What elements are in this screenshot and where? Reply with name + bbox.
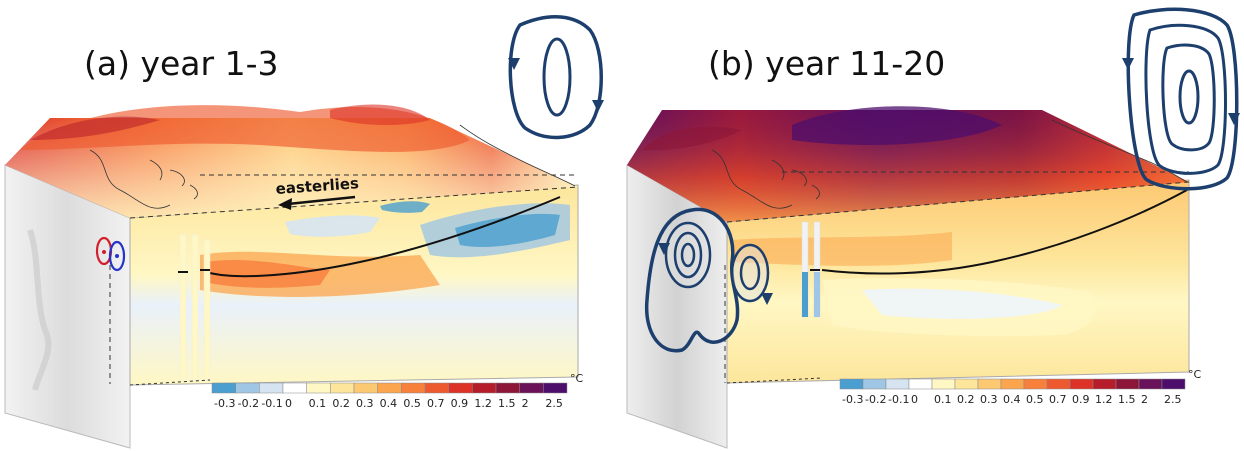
colorbar-swatch bbox=[1161, 378, 1186, 390]
circulation-loops-icon bbox=[1122, 7, 1240, 191]
profile-bar bbox=[179, 234, 187, 381]
colorbar-swatch bbox=[235, 382, 260, 394]
colorbar-tick-label: 0.9 bbox=[451, 397, 469, 410]
colorbar-tick-label: 1.5 bbox=[1118, 393, 1136, 406]
colorbar-tick-label: 1.2 bbox=[474, 397, 492, 410]
colorbar-swatch bbox=[330, 382, 355, 394]
panel-title: (b) year 11-20 bbox=[708, 44, 946, 83]
colorbar-swatch bbox=[211, 382, 236, 394]
colorbar-tick-label: -0.1 bbox=[888, 393, 909, 406]
colorbar-swatch bbox=[1115, 378, 1140, 390]
colorbar-unit: °C bbox=[1188, 368, 1202, 381]
colorbar-swatch bbox=[954, 378, 979, 390]
colorbar-swatch bbox=[472, 382, 497, 394]
colorbar-tick-label: 0.3 bbox=[980, 393, 998, 406]
panel-b-figure: -0.3 -0.2 -0.1 0 0.1 0.2 0.3 0.4 0.5 0.7 0.9 1.2 1.5… bbox=[626, 7, 1240, 449]
colorbar-tick-label: 0.5 bbox=[1026, 393, 1044, 406]
colorbar-tick-label: 0.5 bbox=[403, 397, 421, 410]
easterlies-arrow bbox=[287, 195, 356, 206]
colorbar-tick-label: 0.4 bbox=[1003, 393, 1021, 406]
warm-subsurface-anomaly bbox=[732, 232, 952, 266]
panel-a: easterlies -0.3 -0.2 -0.1 0 0.1 0.2 0.3 0.4 0.5 0… bbox=[4, 15, 604, 449]
colorbar-swatch bbox=[977, 378, 1002, 390]
colorbar-tick-label: 2 bbox=[1141, 393, 1148, 406]
colorbar-swatch bbox=[862, 378, 887, 390]
colorbar-tick-label: 0.7 bbox=[1049, 393, 1067, 406]
thermocline-line bbox=[821, 189, 1188, 275]
colorbar-swatch bbox=[1069, 378, 1094, 390]
coastline bbox=[711, 149, 793, 209]
panel-a-figure: easterlies -0.3 -0.2 -0.1 0 0.1 0.2 0.3 0.4 0.5 0… bbox=[4, 15, 604, 449]
equator-line bbox=[129, 186, 579, 219]
panel-b: -0.3 -0.2 -0.1 0 0.1 0.2 0.3 0.4 0.5 0.7 0.9 1.2 1.5… bbox=[622, 0, 1244, 451]
colorbar-tick-label: -0.3 bbox=[214, 397, 235, 410]
colorbar-swatch bbox=[424, 382, 449, 394]
panel-title: (a) year 1-3 bbox=[84, 44, 279, 83]
easterlies-label: easterlies bbox=[275, 174, 359, 198]
colorbar-swatch bbox=[1046, 378, 1071, 390]
colorbar-tick-label: 0.9 bbox=[1072, 393, 1090, 406]
colorbar-tick-label: 2.5 bbox=[1164, 393, 1182, 406]
colorbar-swatch bbox=[931, 378, 956, 390]
colorbar-swatch bbox=[885, 378, 910, 390]
colorbar-swatch bbox=[259, 382, 284, 394]
colorbar-tick-label: -0.3 bbox=[842, 393, 863, 406]
colorbar-tick-label: 0.2 bbox=[957, 393, 975, 406]
profile-bar bbox=[203, 239, 211, 381]
colorbar-tick-label: 0.4 bbox=[380, 397, 398, 410]
cool-anomaly bbox=[862, 288, 1062, 319]
colorbar-swatch bbox=[306, 382, 331, 394]
colorbar-tick-label: 0.2 bbox=[332, 397, 350, 410]
colorbar-tick-label: 2.5 bbox=[545, 397, 563, 410]
coastline bbox=[89, 149, 171, 209]
colorbar-tick-label: -0.2 bbox=[865, 393, 886, 406]
colorbar-tick-label: 0 bbox=[285, 397, 292, 410]
colorbar-swatch bbox=[495, 382, 520, 394]
colorbar-tick-label: 1.5 bbox=[498, 397, 516, 410]
colorbar-swatch bbox=[353, 382, 378, 394]
colorbar-swatch bbox=[1092, 378, 1117, 390]
colorbar: -0.3 -0.2 -0.1 0 0.1 0.2 0.3 0.4 0.5 0.7 0.9 1.2 1.5… bbox=[839, 368, 1202, 406]
blue-circulation-cell bbox=[108, 240, 126, 272]
profile-bar bbox=[191, 234, 199, 381]
colorbar-swatch bbox=[543, 382, 568, 394]
colorbar: -0.3 -0.2 -0.1 0 0.1 0.2 0.3 0.4 0.5 0.7 0.9 1.2 1.5… bbox=[211, 372, 584, 410]
colorbar-swatch bbox=[448, 382, 473, 394]
circulation-loop-icon bbox=[508, 15, 604, 140]
colorbar-swatch bbox=[1023, 378, 1048, 390]
colorbar-tick-label: -0.2 bbox=[238, 397, 259, 410]
colorbar-swatch bbox=[1138, 378, 1163, 390]
colorbar-tick-label: 2 bbox=[522, 397, 529, 410]
west-circulation-cells bbox=[644, 207, 773, 353]
colorbar-swatch bbox=[282, 382, 307, 394]
colorbar-tick-label: 0.3 bbox=[356, 397, 374, 410]
colorbar-swatch bbox=[908, 378, 933, 390]
colorbar-tick-label: 1.2 bbox=[1095, 393, 1113, 406]
colorbar-tick-label: 0.1 bbox=[934, 393, 952, 406]
colorbar-tick-label: -0.1 bbox=[261, 397, 282, 410]
colorbar-tick-label: 0.7 bbox=[427, 397, 445, 410]
colorbar-tick-label: 0 bbox=[911, 393, 918, 406]
colorbar-swatch bbox=[519, 382, 544, 394]
colorbar-unit: °C bbox=[570, 372, 584, 385]
colorbar-swatch bbox=[401, 382, 426, 394]
thermocline-line bbox=[209, 196, 561, 278]
colorbar-swatch bbox=[377, 382, 402, 394]
colorbar-swatch bbox=[839, 378, 864, 390]
colorbar-tick-label: 0.1 bbox=[309, 397, 327, 410]
colorbar-swatch bbox=[1000, 378, 1025, 390]
